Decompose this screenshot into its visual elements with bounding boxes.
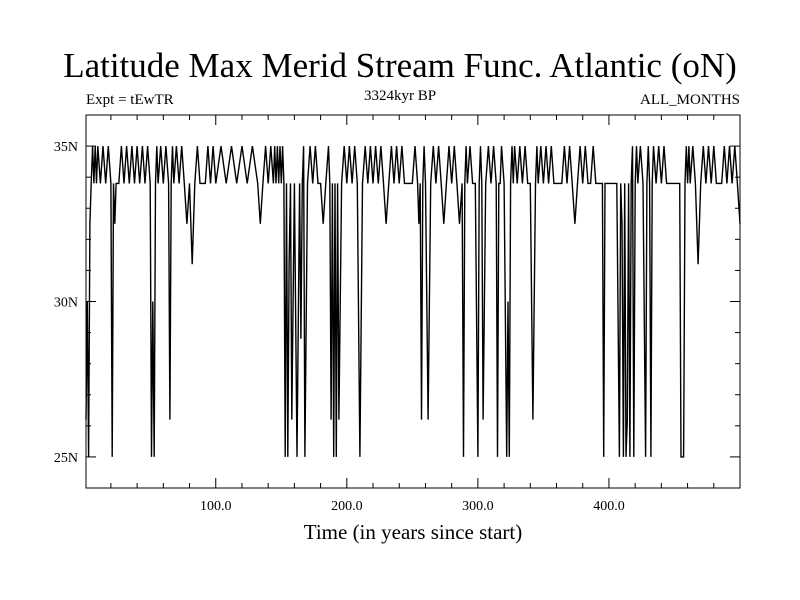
x-tick-label: 300.0: [462, 499, 494, 514]
y-tick-label: 35N: [54, 140, 78, 155]
chart-title: Latitude Max Merid Stream Func. Atlantic…: [63, 46, 737, 85]
plot-area: 25N 30N 35N 100.0 200.0 300.0 400.0: [54, 114, 741, 514]
y-tick-label: 30N: [54, 296, 78, 311]
series-line-0: [85, 146, 741, 458]
experiment-label: Expt = tEwTR: [86, 92, 174, 108]
x-axis-label: Time (in years since start): [303, 520, 523, 544]
x-tick-label: 100.0: [200, 499, 232, 514]
months-label: ALL_MONTHS: [640, 92, 740, 108]
time-period-label: 3324kyr BP: [363, 88, 437, 104]
x-tick-label: 200.0: [331, 499, 363, 514]
y-tick-label: 25N: [54, 451, 78, 466]
x-tick-label: 400.0: [593, 499, 625, 514]
